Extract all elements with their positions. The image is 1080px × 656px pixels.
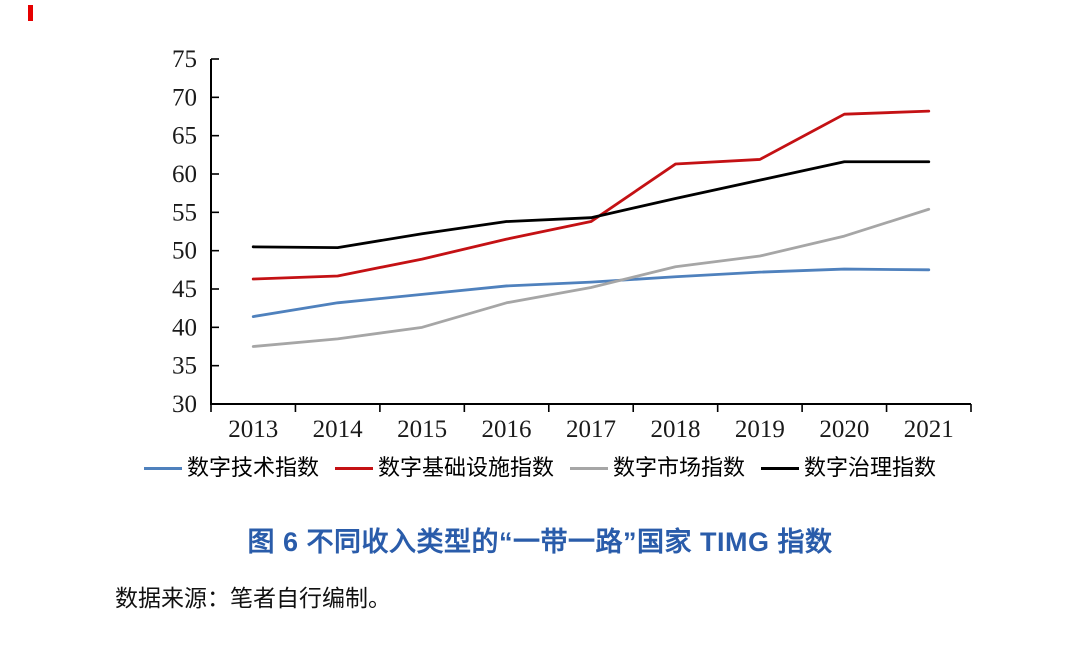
legend-line-swatch-red — [334, 466, 373, 470]
y-tick-label: 75 — [172, 46, 197, 73]
x-tick-label: 2014 — [313, 416, 364, 443]
x-tick-label: 2016 — [482, 416, 532, 443]
legend-label: 数字市场指数 — [613, 455, 746, 480]
x-tick-label: 2019 — [735, 416, 785, 443]
legend-line-swatch-black — [761, 466, 800, 470]
legend-line-swatch-blue — [143, 466, 182, 470]
legend-label: 数字技术指数 — [186, 455, 319, 480]
x-tick-label: 2018 — [650, 416, 700, 443]
red-page-marker — [28, 5, 33, 21]
y-tick-label: 35 — [172, 353, 197, 380]
legend-item-market: 数字市场指数 — [570, 456, 745, 480]
data-source-note: 数据来源：笔者自行编制。 — [115, 586, 391, 611]
x-tick-label: 2013 — [228, 416, 278, 443]
series-line-数字治理指数 — [251, 160, 931, 250]
legend-label: 数字基础设施指数 — [377, 455, 554, 480]
legend-line-swatch-gray — [570, 466, 608, 470]
legend-item-tech: 数字技术指数 — [143, 455, 319, 480]
y-tick-label: 40 — [172, 314, 197, 341]
timg-line-chart: 30 35 40 45 50 55 60 65 70 75 2013 2014 2015 2016 2017… — [172, 46, 972, 443]
y-tick-label: 70 — [172, 84, 197, 111]
y-tick-label: 65 — [172, 123, 197, 150]
y-tick-label: 55 — [172, 199, 197, 226]
figure-caption-title: 图 6 不同收入类型的“一带一路”国家 TIMG 指数 — [247, 527, 833, 557]
legend-item-infrastructure: 数字基础设施指数 — [334, 455, 554, 480]
x-tick-label: 2015 — [397, 416, 447, 443]
legend-item-governance: 数字治理指数 — [761, 456, 936, 480]
x-tick-label: 2020 — [819, 416, 869, 443]
series-line-数字技术指数 — [251, 267, 931, 319]
legend-label: 数字治理指数 — [804, 455, 937, 480]
y-tick-label: 50 — [172, 238, 197, 265]
series-line-数字市场指数 — [251, 207, 931, 348]
series-line-数字基础设施指数 — [251, 109, 931, 281]
y-tick-label: 30 — [172, 391, 197, 418]
x-tick-label: 2017 — [566, 416, 616, 443]
chart-legend: 数字技术指数 数字基础设施指数 数字市场指数 数字治理指数 — [0, 456, 1080, 480]
y-tick-label: 45 — [172, 276, 197, 303]
y-tick-label: 60 — [172, 161, 197, 188]
x-tick-label: 2021 — [904, 416, 954, 443]
